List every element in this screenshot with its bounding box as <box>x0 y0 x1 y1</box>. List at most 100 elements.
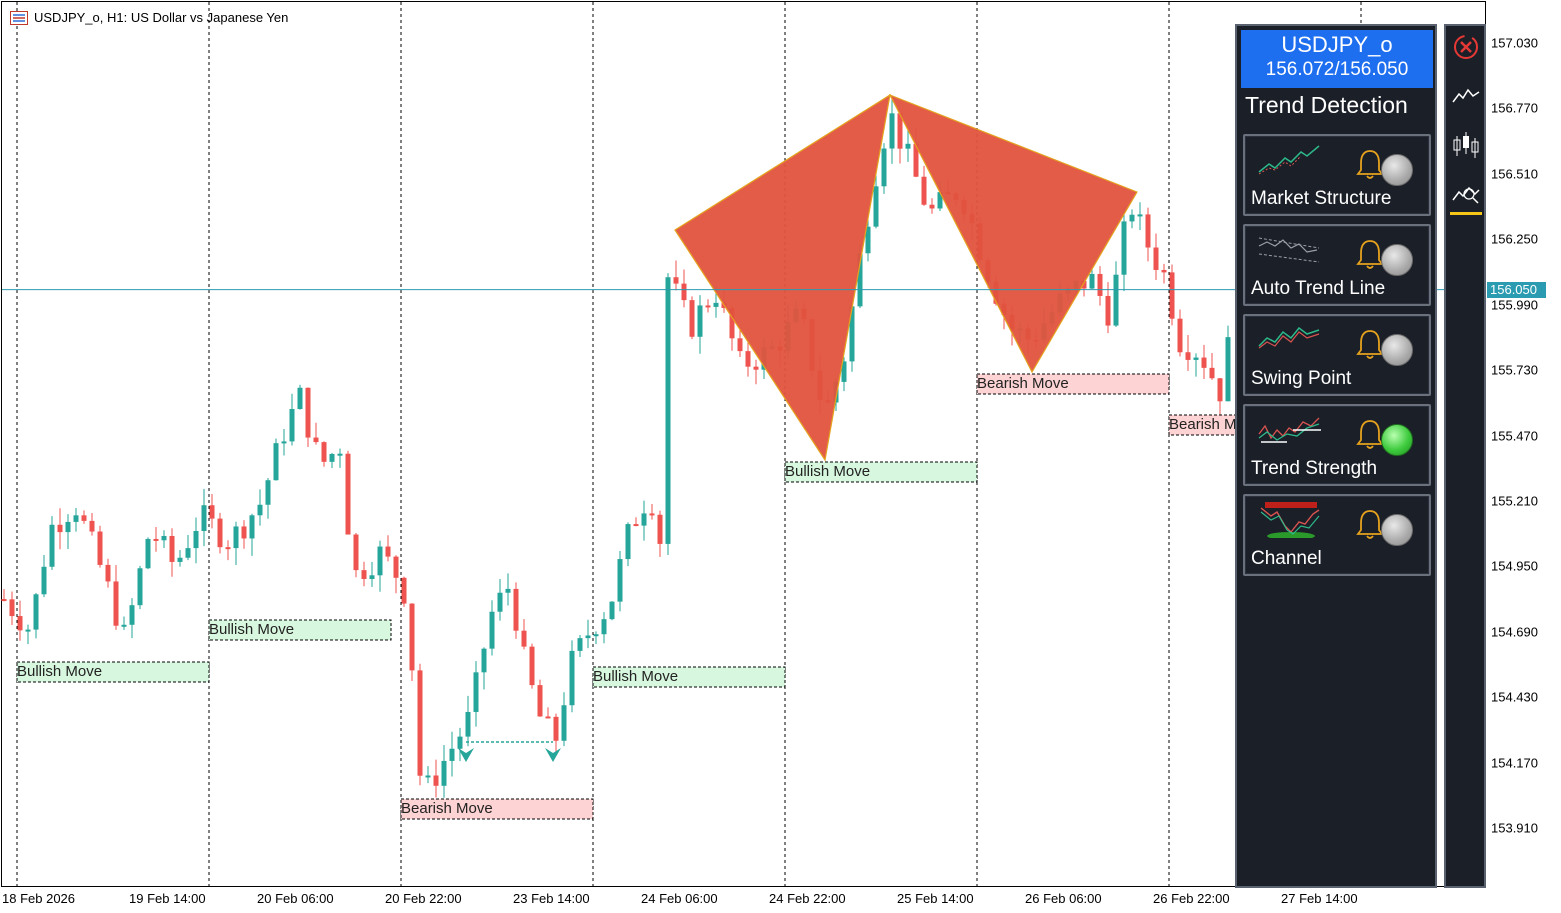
candle-body <box>617 559 623 602</box>
time-tick-label: 20 Feb 06:00 <box>257 891 334 906</box>
bell-icon[interactable] <box>1355 148 1385 182</box>
candle-body <box>657 514 663 544</box>
candle-body <box>897 113 903 149</box>
trend-line-icon <box>1258 237 1320 263</box>
candle-body <box>705 305 711 308</box>
candle-body <box>1217 378 1223 402</box>
candle-body <box>841 361 847 382</box>
candle-body <box>713 302 719 307</box>
candle-body <box>17 616 23 631</box>
card-channel[interactable]: Channel <box>1243 494 1431 576</box>
candle-body <box>249 515 255 539</box>
time-tick-label: 24 Feb 06:00 <box>641 891 718 906</box>
time-tick-label: 24 Feb 22:00 <box>769 891 846 906</box>
candle-body <box>89 520 95 532</box>
candle-body <box>505 588 511 593</box>
status-indicator[interactable] <box>1381 244 1413 276</box>
candle-body <box>105 564 111 582</box>
candle-body <box>729 307 735 339</box>
candle-body <box>1153 247 1159 270</box>
bell-icon[interactable] <box>1355 508 1385 542</box>
candle-body <box>489 611 495 649</box>
candle-body <box>633 524 639 527</box>
candle-body <box>1209 367 1215 379</box>
close-icon[interactable] <box>1451 32 1481 62</box>
card-auto-trend-line[interactable]: Auto Trend Line <box>1243 224 1431 306</box>
candle-body <box>425 775 431 778</box>
candle-body <box>585 635 591 639</box>
candle-body <box>1137 214 1143 217</box>
card-label: Auto Trend Line <box>1251 278 1386 299</box>
candle-body <box>577 638 583 651</box>
candle-body <box>145 538 151 569</box>
status-indicator[interactable] <box>1381 424 1413 456</box>
symbol-header[interactable]: USDJPY_o 156.072/156.050 <box>1241 30 1433 88</box>
price-tick-label: 154.430 <box>1491 689 1538 705</box>
candle-body <box>1081 280 1087 289</box>
zone-label: Bullish Move <box>209 621 295 638</box>
candle-body <box>313 437 319 443</box>
candle-body <box>153 538 159 541</box>
candle-body <box>97 531 103 565</box>
bearish-zone <box>976 373 1170 395</box>
card-label: Swing Point <box>1251 368 1352 389</box>
time-tick-label: 26 Feb 22:00 <box>1153 891 1230 906</box>
candle-body <box>521 630 527 647</box>
candle-body <box>441 760 447 786</box>
zone-label: Bearish M <box>1169 416 1237 433</box>
indicator-icon[interactable] <box>1451 178 1481 208</box>
candle-body <box>1089 273 1095 289</box>
trend-strength-icon <box>1258 417 1321 443</box>
price-tick-label: 156.510 <box>1491 166 1538 182</box>
bell-icon[interactable] <box>1355 328 1385 362</box>
candle-body <box>913 143 919 177</box>
status-indicator[interactable] <box>1381 154 1413 186</box>
candle-body <box>921 176 927 205</box>
candle-body <box>929 204 935 209</box>
candle-body <box>161 535 167 541</box>
price-tick-label: 155.730 <box>1491 362 1538 378</box>
candle-body <box>57 524 63 533</box>
candle-body <box>1193 357 1199 360</box>
swing-arrow-icon <box>545 748 561 762</box>
card-trend-strength[interactable]: Trend Strength <box>1243 404 1431 486</box>
candle-body <box>481 648 487 673</box>
candle-body <box>201 505 207 531</box>
status-indicator[interactable] <box>1381 334 1413 366</box>
candle-body <box>697 305 703 337</box>
candle-body <box>193 530 199 549</box>
candle-body <box>753 366 759 370</box>
price-scale[interactable]: 157.030 156.770 156.510 156.250 155.990 155.7… <box>1486 0 1561 888</box>
panel-title: Trend Detection <box>1245 92 1408 118</box>
candle-body <box>417 670 423 776</box>
candle-body <box>745 351 751 367</box>
time-tick-label: 19 Feb 14:00 <box>129 891 206 906</box>
time-tick-label: 18 Feb 2026 <box>2 891 76 906</box>
pattern-triangle-left <box>674 93 891 462</box>
candle-body <box>641 513 647 526</box>
candle-body <box>9 599 15 617</box>
candle-body <box>433 775 439 786</box>
candle-body <box>121 624 127 627</box>
status-indicator[interactable] <box>1381 514 1413 546</box>
card-label: Channel <box>1251 548 1322 569</box>
candle-body <box>73 515 79 522</box>
candle-body <box>409 603 415 671</box>
candle-body <box>241 526 247 539</box>
card-market-structure[interactable]: Market Structure <box>1243 134 1431 216</box>
candle-body <box>1185 352 1191 360</box>
candle-body <box>33 594 39 630</box>
card-label: Market Structure <box>1251 188 1392 209</box>
candle-body <box>305 387 311 438</box>
candle-body <box>873 186 879 227</box>
candle-body <box>209 505 215 519</box>
trend-detection-panel: USDJPY_o 156.072/156.050 Trend Detection… <box>1235 24 1437 888</box>
candle-body <box>537 685 543 717</box>
candlestick-icon[interactable] <box>1451 130 1481 160</box>
bell-icon[interactable] <box>1355 418 1385 452</box>
card-swing-point[interactable]: Swing Point <box>1243 314 1431 396</box>
line-chart-icon[interactable] <box>1451 82 1481 112</box>
bell-icon[interactable] <box>1355 238 1385 272</box>
time-tick-label: 25 Feb 14:00 <box>897 891 974 906</box>
